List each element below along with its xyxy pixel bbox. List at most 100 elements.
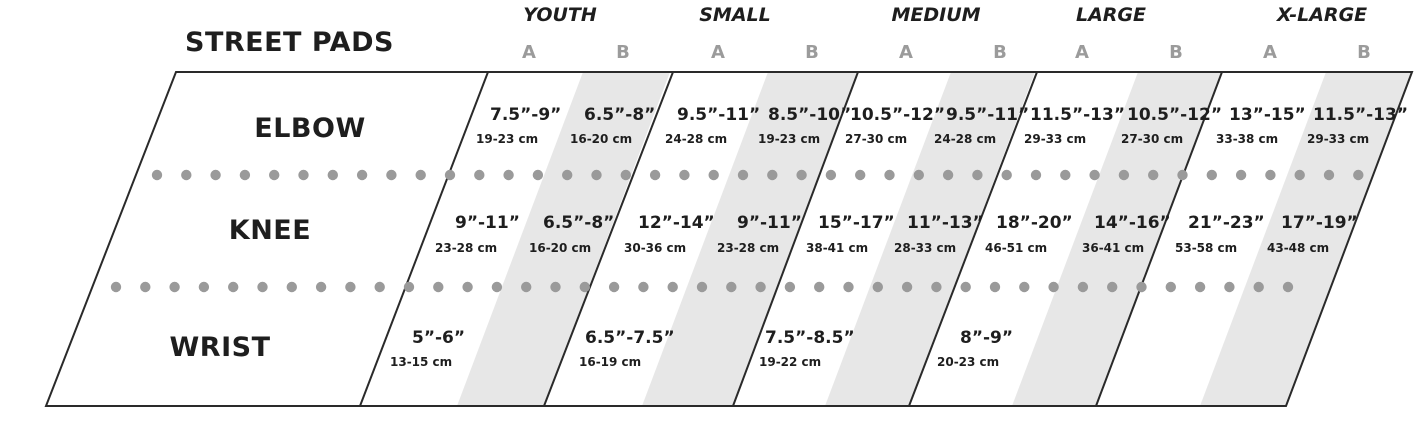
chart-title: STREET PADS — [185, 27, 394, 58]
separator-dot — [638, 281, 649, 293]
separator-dot — [1265, 169, 1276, 181]
separator-dot — [1323, 169, 1335, 181]
separator-dot — [1089, 169, 1100, 181]
cell-small-a: 12”-14” 30-36 cm — [624, 213, 715, 255]
separator-dot — [872, 281, 883, 293]
cell-youth-a: 7.5”-9” 19-23 cm — [476, 105, 561, 146]
inch-value: 8.5”-10” — [768, 105, 851, 125]
separator-dot — [298, 169, 309, 181]
separator-dot — [1253, 281, 1264, 293]
inch-value: 11.5”-13” — [1313, 105, 1408, 125]
separator-dot — [1030, 169, 1042, 181]
shaded-band — [825, 72, 1035, 406]
inch-value: 13”-15” — [1229, 105, 1306, 125]
separator-dot — [901, 281, 913, 293]
size-divider — [1095, 71, 1223, 407]
inch-value: 11.5”-13” — [1030, 105, 1125, 125]
shaded-band — [642, 72, 858, 406]
cell-large-b: 10.5”-12” 27-30 cm — [1121, 105, 1222, 146]
inch-value: 7.5”-9” — [490, 105, 561, 125]
cell-medium-a: 15”-17” 38-41 cm — [806, 213, 895, 255]
separator-dot — [433, 281, 444, 293]
separator-dot — [315, 281, 327, 293]
separator-dot — [1165, 281, 1177, 293]
separator-dot — [825, 169, 837, 181]
row-label-knee: KNEE — [229, 215, 311, 246]
separator-dot — [784, 281, 796, 293]
separator-dot — [415, 169, 426, 181]
cell-youth-b: 6.5”-8” 16-20 cm — [570, 105, 655, 146]
size-header-small: SMALL A B — [699, 4, 819, 63]
separator-dot — [269, 169, 280, 181]
cell-small-b: 8.5”-10” 19-23 cm — [758, 105, 851, 146]
separator-dot — [814, 281, 825, 293]
size-header-x-large: X-LARGE A B — [1263, 4, 1371, 63]
inch-value: 6.5”-8” — [584, 105, 655, 125]
separator-dot — [462, 281, 473, 293]
inch-value: 18”-20” — [996, 213, 1073, 233]
separator-dot — [843, 281, 854, 293]
cm-value: 23-28 cm — [435, 241, 497, 255]
inch-value: 6.5”-8” — [543, 213, 614, 233]
separator-dot — [140, 281, 151, 293]
row-elbow-values: 7.5”-9” 19-23 cm 6.5”-8” 16-20 cm 9.5”-11”… — [476, 105, 1408, 146]
size-name: X-LARGE — [1276, 4, 1367, 26]
size-name: LARGE — [1076, 4, 1146, 26]
size-divider — [908, 71, 1038, 407]
cell-large-a: 11.5”-13” 29-33 cm — [1024, 105, 1125, 146]
separator-dot — [620, 169, 631, 181]
dotted-separators — [110, 169, 1364, 293]
separator-dot — [726, 281, 737, 293]
separator-dot — [972, 169, 983, 181]
separator-dot — [286, 281, 297, 293]
inch-value: 7.5”-8.5” — [765, 328, 855, 348]
col-label-a: A — [522, 42, 536, 63]
separator-dot — [1136, 281, 1147, 293]
row-wrist-values: 5”-6” 13-15 cm 6.5”-7.5” 16-19 cm 7.5”-8.5… — [390, 328, 1013, 369]
separator-dot — [550, 281, 561, 293]
inch-value: 15”-17” — [818, 213, 895, 233]
separator-dot — [491, 281, 503, 293]
col-label-a: A — [1075, 42, 1089, 63]
cell-x-large-a: 21”-23” 53-58 cm — [1175, 213, 1265, 255]
row-label-wrist: WRIST — [170, 332, 271, 363]
cm-value: 30-36 cm — [624, 241, 686, 255]
separator-dot — [1177, 169, 1188, 181]
separator-dot — [228, 281, 239, 293]
inch-value: 9”-11” — [737, 213, 802, 233]
cm-value: 27-30 cm — [1121, 132, 1183, 146]
separator-dot — [1107, 281, 1118, 293]
cell-youth-b: 6.5”-8” 16-20 cm — [529, 213, 614, 255]
separator-dot — [1148, 169, 1159, 181]
cm-value: 13-15 cm — [390, 355, 452, 369]
cell-small-b: 9”-11” 23-28 cm — [717, 213, 802, 255]
cm-value: 38-41 cm — [806, 241, 868, 255]
separator-dot — [942, 169, 954, 181]
separator-dot — [1060, 169, 1071, 181]
separator-dot — [345, 281, 356, 293]
cm-value: 16-20 cm — [570, 132, 632, 146]
col-label-a: A — [1263, 42, 1277, 63]
separator-dot — [1353, 169, 1364, 181]
separator-dot — [960, 281, 971, 293]
separator-dot — [855, 169, 866, 181]
cell-youth-a: 9”-11” 23-28 cm — [435, 213, 520, 255]
separator-dot — [708, 169, 719, 181]
col-label-b: B — [616, 42, 630, 63]
cm-value: 23-28 cm — [717, 241, 779, 255]
separator-dot — [169, 281, 180, 293]
col-label-b: B — [805, 42, 819, 63]
cell-x-large-b: 11.5”-13” 29-33 cm — [1307, 105, 1408, 146]
cell-medium-b: 9.5”-11” 24-28 cm — [934, 105, 1029, 146]
separator-dot — [667, 281, 678, 293]
separator-dot — [1077, 281, 1089, 293]
cell-small-a: 9.5”-11” 24-28 cm — [665, 105, 760, 146]
inch-value: 17”-19” — [1281, 213, 1358, 233]
separator-dot — [1118, 169, 1130, 181]
separator-dot — [181, 169, 192, 181]
col-label-b: B — [1357, 42, 1371, 63]
separator-dot — [327, 169, 338, 181]
cm-value: 24-28 cm — [934, 132, 996, 146]
separator-dot — [239, 169, 251, 181]
separator-dot — [503, 169, 514, 181]
